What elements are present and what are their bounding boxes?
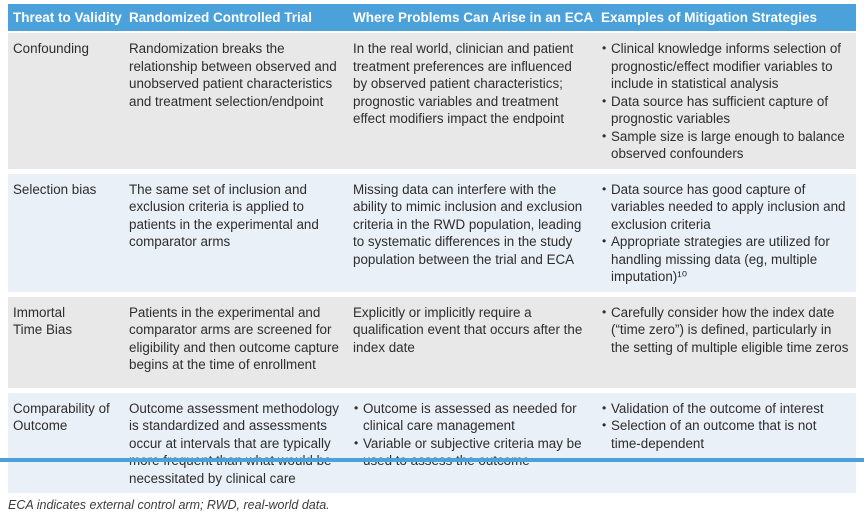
table-row: Immortal Time Bias Patients in the experi…: [8, 296, 856, 388]
cell-threat: Confounding: [13, 41, 89, 56]
cell-paragraph: Outcome assessment methodology is standa…: [129, 400, 339, 486]
cell-mitigation: Carefully consider how the index date (“…: [596, 297, 856, 388]
cell-paragraph: Randomization breaks the relationship be…: [129, 41, 337, 109]
cell-rct: Patients in the experimental and compara…: [124, 297, 348, 388]
bullet-item: Variable or subjective criteria may be u…: [353, 435, 589, 470]
table-row: Comparability of Outcome Outcome assessme…: [8, 392, 856, 494]
table-header-row: Threat to Validity Randomized Controlled…: [8, 4, 856, 31]
column-header-mitigation-strategies: Examples of Mitigation Strategies: [601, 10, 818, 25]
cell-eca: Outcome is assessed as needed for clinic…: [348, 393, 596, 494]
cell-mitigation: Clinical knowledge informs selection of …: [596, 33, 856, 169]
column-header-where-problems-arise-eca: Where Problems Can Arise in an ECA: [353, 10, 594, 25]
bullet-item: Data source has sufficient capture of pr…: [601, 93, 849, 128]
cell-rct: Outcome assessment methodology is standa…: [124, 393, 348, 494]
table-body: Confounding Randomization breaks the rela…: [8, 33, 856, 493]
bullet-item: Data source has good capture of variable…: [601, 181, 849, 234]
cell-paragraph: Explicitly or implicitly require a quali…: [353, 304, 583, 355]
bullet-item: Appropriate strategies are utilized for …: [601, 233, 849, 286]
cell-paragraph: The same set of inclusion and exclusion …: [129, 181, 319, 250]
table-row: Confounding Randomization breaks the rela…: [8, 33, 856, 169]
bullet-item: Sample size is large enough to balance o…: [601, 128, 849, 163]
table-footnote: ECA indicates external control arm; RWD,…: [8, 498, 330, 512]
validity-threats-table: Threat to Validity Randomized Controlled…: [8, 4, 856, 493]
bullet-item: Clinical knowledge informs selection of …: [601, 40, 849, 93]
column-header-randomized-controlled-trial: Randomized Controlled Trial: [129, 10, 313, 25]
bullet-item: Selection of an outcome that is not time…: [601, 417, 849, 452]
column-header-threat-to-validity: Threat to Validity: [13, 10, 122, 25]
cell-threat: Immortal Time Bias: [13, 304, 73, 338]
cell-threat: Selection bias: [13, 181, 97, 197]
cell-paragraph: Patients in the experimental and compara…: [129, 304, 339, 373]
cell-mitigation: Data source has good capture of variable…: [596, 174, 856, 292]
cell-rct: Randomization breaks the relationship be…: [124, 33, 348, 169]
bottom-accent-bar: [0, 458, 864, 462]
cell-mitigation: Validation of the outcome of interestSel…: [596, 393, 856, 494]
bullet-item: Validation of the outcome of interest: [601, 400, 849, 418]
cell-paragraph: In the real world, clinician and patient…: [353, 41, 574, 126]
cell-paragraph: Missing data can interfere with the abil…: [353, 181, 583, 267]
cell-eca: Explicitly or implicitly require a quali…: [348, 297, 596, 388]
cell-eca: Missing data can interfere with the abil…: [348, 174, 596, 292]
table-row: Selection bias The same set of inclusion …: [8, 173, 856, 292]
cell-eca: In the real world, clinician and patient…: [348, 33, 596, 169]
bullet-item: Carefully consider how the index date (“…: [601, 304, 849, 357]
table-figure: Threat to Validity Randomized Controlled…: [0, 0, 864, 465]
cell-threat: Comparability of Outcome: [13, 400, 110, 434]
bullet-item: Outcome is assessed as needed for clinic…: [353, 400, 589, 435]
cell-rct: The same set of inclusion and exclusion …: [124, 174, 348, 292]
